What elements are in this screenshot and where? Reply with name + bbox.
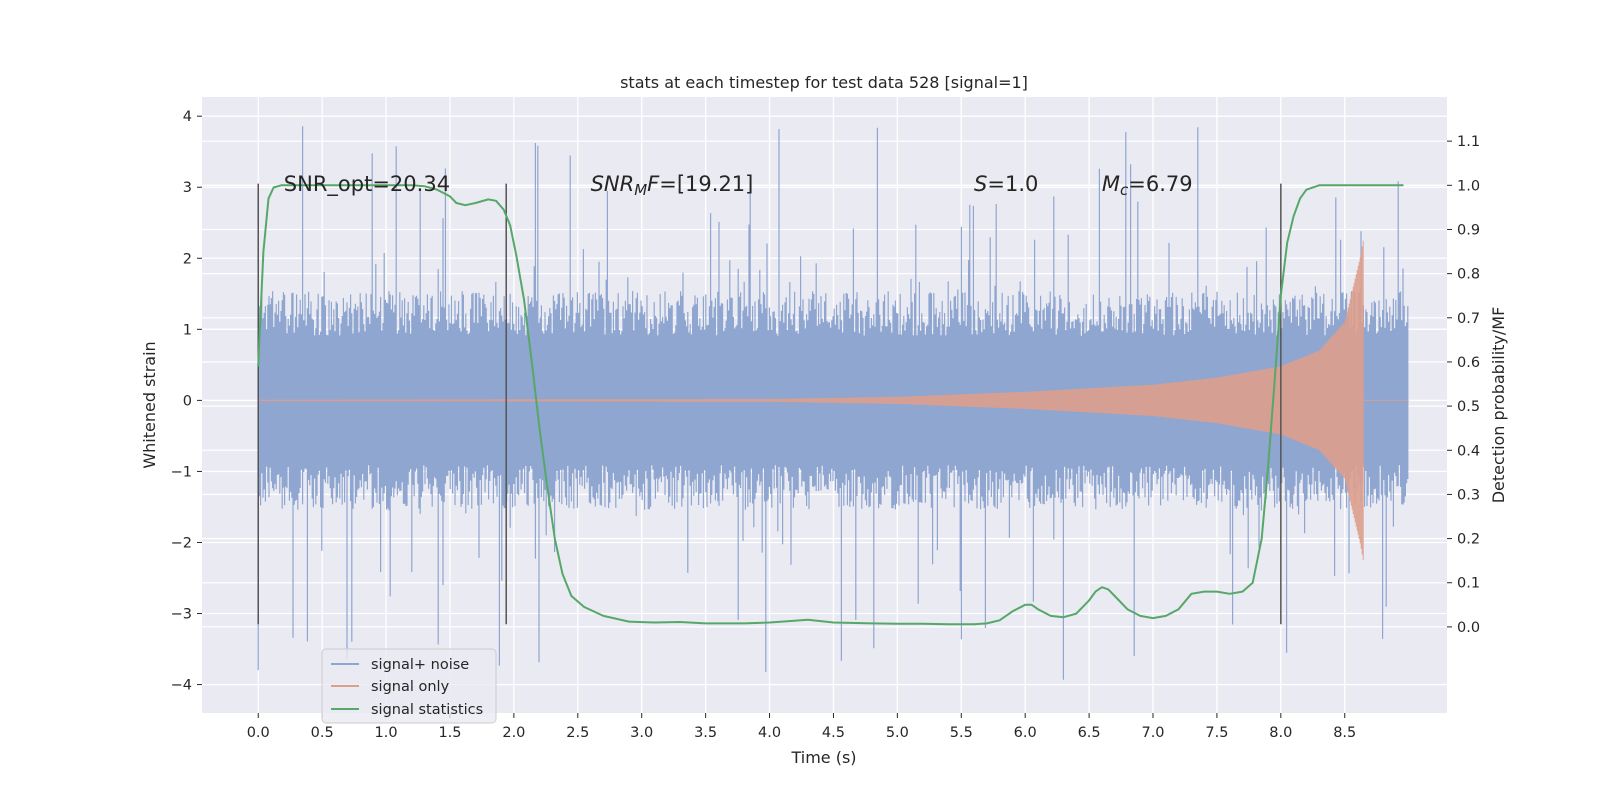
x-tick-label-0: 0.0 (247, 725, 270, 741)
annotation-s-letter: S (974, 172, 987, 196)
annotation-snr-opt: SNR_opt=20.34 (284, 172, 450, 197)
x-tick-label-13: 6.5 (1078, 725, 1101, 741)
y-tick-label-7: −3 (171, 607, 192, 623)
y-axis-label: Whitened strain (140, 341, 159, 468)
annotation-mc: Mc=6.79 (1102, 172, 1193, 199)
y2-tick-label-1: 1.0 (1457, 178, 1480, 194)
y2-tick-label-0: 1.1 (1457, 134, 1480, 150)
y2-tick-label-9: 0.2 (1457, 532, 1480, 548)
x-tick-label-9: 4.5 (822, 725, 845, 741)
y-tick-label-0: 4 (183, 109, 192, 125)
annotation-snr-mf-value: [19.21] (677, 172, 754, 196)
signal-statistics-line (257, 184, 1404, 626)
y-tick-label-3: 1 (183, 322, 192, 338)
x-tick-label-16: 8.0 (1269, 725, 1292, 741)
x-tick-label-15: 7.5 (1205, 725, 1228, 741)
legend-box (321, 648, 497, 724)
y2-tick-label-6: 0.5 (1457, 399, 1480, 415)
x-tick-label-7: 3.5 (694, 725, 717, 741)
x-tick-label-4: 2.0 (502, 725, 525, 741)
legend: signal+ noise signal only signal statist… (321, 648, 497, 724)
annotation-snr-mf-main: SNR (591, 172, 635, 196)
axis-ticks: 0.0 0.5 1.0 1.5 2.0 2.5 3.0 3.5 4.0 4.5 5.0 5.5 6.0 6… (171, 109, 1480, 741)
y2-tick-label-11: 0.0 (1457, 620, 1480, 636)
annotation-mc-letter: M (1102, 172, 1120, 196)
y2-tick-label-5: 0.6 (1457, 355, 1480, 371)
y2-tick-label-3: 0.8 (1457, 267, 1480, 283)
y-tick-label-8: −4 (171, 678, 192, 694)
legend-label-signal-plus-noise: signal+ noise (371, 657, 469, 673)
annotation-mc-value: =6.79 (1128, 172, 1192, 196)
y2-tick-label-2: 0.9 (1457, 222, 1480, 238)
x-tick-label-11: 5.5 (950, 725, 973, 741)
annotation-mc-sub: c (1120, 181, 1129, 199)
x-tick-label-17: 8.5 (1333, 725, 1356, 741)
y2-tick-label-10: 0.1 (1457, 576, 1480, 592)
y2-tick-label-8: 0.3 (1457, 487, 1480, 503)
annotation-s-value: =1.0 (987, 172, 1038, 196)
y-tick-label-5: −1 (171, 464, 192, 480)
y2-tick-label-7: 0.4 (1457, 443, 1480, 459)
x-tick-label-10: 5.0 (886, 725, 909, 741)
x-tick-label-2: 1.0 (375, 725, 398, 741)
vertical-markers (257, 183, 1282, 625)
y-tick-label-6: −2 (171, 535, 192, 551)
legend-label-signal-only: signal only (371, 679, 450, 695)
legend-label-signal-statistics: signal statistics (371, 702, 483, 718)
signal-statistics-series (257, 184, 1404, 626)
x-tick-label-1: 0.5 (311, 725, 334, 741)
x-tick-label-8: 4.0 (758, 725, 781, 741)
x-tick-label-6: 3.0 (630, 725, 653, 741)
y2-tick-label-4: 0.7 (1457, 311, 1480, 327)
y-tick-label-4: 0 (183, 393, 192, 409)
y2-axis-label: Detection probability/MF (1489, 307, 1508, 504)
annotation-snr-mf: SNRMF=[19.21] (591, 172, 754, 199)
annotation-snr-mf-sub: M (634, 181, 647, 199)
y-tick-label-2: 2 (183, 251, 192, 267)
y-tick-label-1: 3 (183, 180, 192, 196)
x-tick-label-14: 7.0 (1141, 725, 1164, 741)
annotation-snr-mf-mid: F= (647, 172, 677, 196)
x-axis-label: Time (s) (790, 748, 856, 767)
annotation-s: S=1.0 (974, 172, 1038, 196)
annotations: SNR_opt=20.34 SNRMF=[19.21] S=1.0 Mc=6.7… (284, 172, 1193, 199)
x-tick-label-12: 6.0 (1014, 725, 1037, 741)
x-tick-label-5: 2.5 (566, 725, 589, 741)
chart-title: stats at each timestep for test data 528… (620, 73, 1028, 92)
x-tick-label-3: 1.5 (438, 725, 461, 741)
